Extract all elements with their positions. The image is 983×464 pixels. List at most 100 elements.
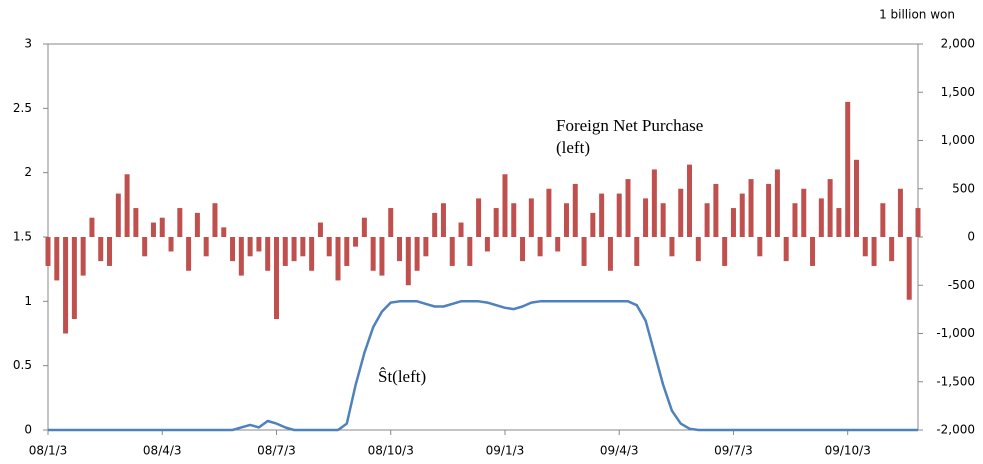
x-tick-label: 09/1/3	[486, 444, 525, 458]
line	[48, 300, 918, 432]
y-tick-label: 1	[24, 294, 32, 308]
bar	[326, 237, 332, 257]
bar	[695, 237, 701, 262]
annotation: Foreign Net Purchase	[556, 116, 703, 135]
y2-tick-label: 500	[952, 181, 975, 195]
bar	[476, 198, 482, 237]
bar	[256, 237, 262, 252]
bar	[880, 203, 886, 237]
y-tick-label: 0.5	[13, 358, 32, 372]
bar	[159, 217, 165, 237]
bar	[853, 159, 859, 237]
bar	[212, 203, 218, 237]
bar	[687, 164, 693, 237]
bar	[643, 198, 649, 237]
bar	[801, 188, 807, 237]
bar	[440, 203, 446, 237]
bar	[397, 237, 403, 262]
bar	[54, 237, 60, 281]
bar	[704, 203, 710, 237]
bar	[467, 237, 473, 266]
bar	[818, 198, 824, 237]
bar	[238, 237, 244, 276]
bar	[133, 208, 139, 237]
y2-tick-label: -1,500	[936, 374, 975, 388]
bar	[405, 237, 411, 286]
bar	[766, 183, 772, 237]
bar	[871, 237, 877, 266]
bar	[625, 179, 631, 237]
x-tick-label: 08/4/3	[143, 444, 182, 458]
bar	[836, 208, 842, 237]
bar	[168, 237, 174, 252]
bar	[774, 169, 780, 237]
bar	[423, 237, 429, 257]
bar	[906, 237, 912, 300]
bar	[660, 203, 666, 237]
bar	[317, 222, 323, 237]
x-tick-label: 09/4/3	[600, 444, 639, 458]
bar	[827, 179, 833, 237]
bar	[616, 193, 622, 237]
bar	[353, 237, 359, 247]
bar	[572, 183, 578, 237]
y-tick-label: 2	[24, 165, 32, 179]
bar	[520, 237, 526, 262]
bar	[493, 208, 499, 237]
bar	[388, 208, 394, 237]
bar	[361, 217, 367, 237]
bar	[862, 237, 868, 257]
bar	[563, 203, 569, 237]
bar	[370, 237, 376, 271]
bar	[889, 237, 895, 262]
y2-tick-label: 0	[967, 230, 975, 244]
bar	[300, 237, 306, 257]
bar	[221, 227, 227, 237]
bar	[115, 193, 121, 237]
y2-tick-label: -500	[948, 278, 975, 292]
bar	[897, 188, 903, 237]
x-tick-label: 08/7/3	[257, 444, 296, 458]
bar	[230, 237, 236, 262]
bar	[713, 183, 719, 237]
y-tick-label: 2.5	[13, 101, 32, 115]
bar	[414, 237, 420, 271]
bar	[792, 203, 798, 237]
bar	[107, 237, 113, 266]
bar	[722, 237, 728, 266]
bar	[915, 208, 921, 237]
bar	[291, 237, 297, 262]
bar	[511, 203, 517, 237]
bar	[432, 212, 438, 237]
bar	[142, 237, 148, 257]
bar	[669, 237, 675, 257]
y2-tick-label: 1,000	[941, 133, 975, 147]
bar	[458, 222, 464, 237]
bar	[739, 193, 745, 237]
y2-tick-label: 1,500	[941, 85, 975, 99]
bar	[757, 237, 763, 257]
bar	[537, 237, 543, 257]
bar	[80, 237, 86, 276]
bar	[282, 237, 288, 266]
bar	[599, 193, 605, 237]
bar	[845, 101, 851, 238]
bar	[634, 237, 640, 266]
y2-tick-label: -1,000	[936, 326, 975, 340]
bar	[528, 198, 534, 237]
bar	[449, 237, 455, 266]
bar	[98, 237, 104, 262]
x-tick-label: 08/1/3	[29, 444, 68, 458]
x-tick-label: 09/10/3	[825, 444, 871, 458]
bar	[555, 237, 561, 252]
bar	[265, 237, 271, 271]
bar	[651, 169, 657, 237]
bar	[247, 237, 253, 257]
bar	[344, 237, 350, 266]
bar	[177, 208, 183, 237]
bar	[89, 217, 95, 237]
bar	[194, 212, 200, 237]
bar	[581, 237, 587, 266]
y2-tick-label: -2,000	[936, 423, 975, 437]
bar	[63, 237, 69, 334]
